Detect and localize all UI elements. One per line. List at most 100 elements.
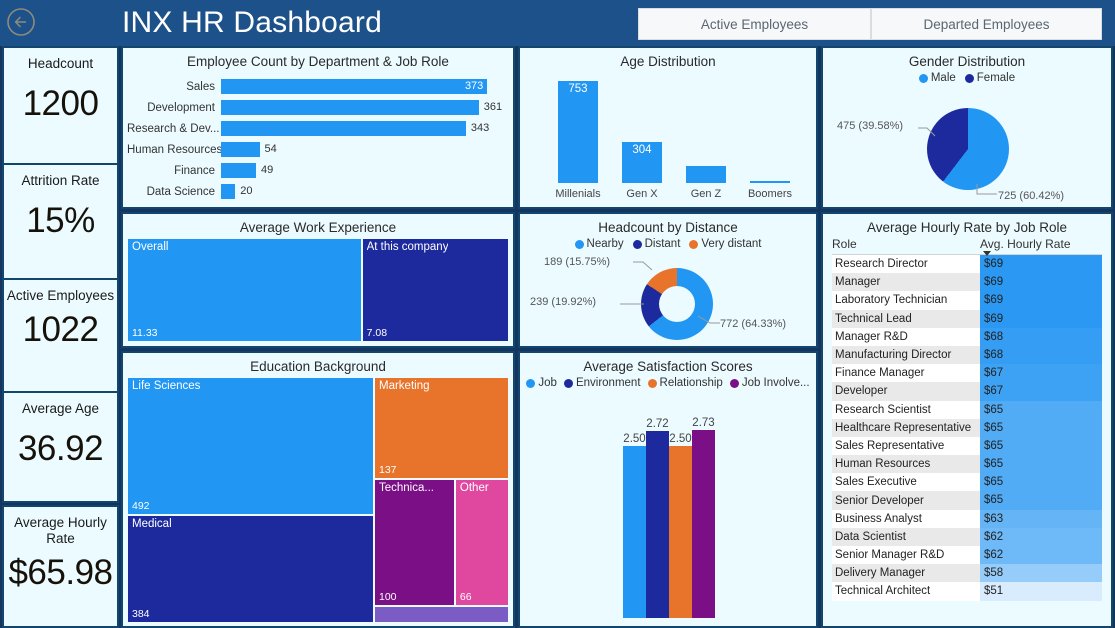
legend-item[interactable]: Job — [526, 377, 557, 389]
table-cell-rate: $65 — [980, 400, 1102, 419]
chart-average-satisfaction-scores: Average Satisfaction Scores Job Environme… — [518, 351, 818, 628]
bar-row[interactable]: Data Science 20 — [127, 182, 503, 201]
kpi-card-attrition-rate: Attrition Rate 15% — [2, 163, 119, 283]
page-title: INX HR Dashboard — [122, 6, 382, 39]
chart-title: Gender Distribution — [908, 54, 1026, 69]
table-row[interactable]: Manufacturing Director $68 — [832, 345, 1102, 365]
bar-group[interactable]: 2.72 — [646, 415, 669, 618]
table-cell-role: Human Resources — [835, 458, 931, 471]
treemap-tile[interactable]: At this company 7.08 — [362, 239, 508, 341]
bar-value-label: 2.72 — [646, 417, 669, 430]
table-cell-rate: $65 — [980, 455, 1102, 474]
table-row[interactable]: Finance Manager $67 — [832, 364, 1102, 383]
back-arrow-glyph — [7, 8, 35, 36]
bar-fill — [750, 181, 790, 183]
table-row[interactable]: Research Scientist $65 — [832, 400, 1102, 419]
bar-group[interactable]: 2.73 — [692, 415, 715, 618]
table-row[interactable]: Technical Architect $51 — [832, 582, 1102, 601]
table-row[interactable]: Senior Developer $65 — [832, 491, 1102, 510]
bar-row[interactable]: Development 361 — [127, 98, 503, 117]
table-cell-rate: $65 — [980, 473, 1102, 492]
table-cell-role: Manufacturing Director — [835, 349, 952, 362]
table-row[interactable]: Sales Executive $65 — [832, 473, 1102, 492]
bar-fill — [669, 445, 692, 618]
table-row[interactable]: Business Analyst $63 — [832, 509, 1102, 528]
table-cell-rate: $68 — [980, 327, 1102, 346]
legend-label: Job Involve... — [741, 377, 810, 389]
bar-value-label: 2.50 — [669, 432, 692, 445]
legend-item[interactable]: Male — [918, 72, 956, 84]
table-cell-rate: $65 — [980, 418, 1102, 437]
table-row[interactable]: Laboratory Technician $69 — [832, 291, 1102, 310]
treemap-tile-label: Overall — [132, 241, 169, 253]
table-row[interactable]: Research Director $69 — [832, 255, 1102, 274]
bar-group[interactable]: 2.50 — [623, 415, 646, 618]
bar-value-label: 2.73 — [692, 417, 715, 430]
treemap-tile[interactable] — [375, 607, 508, 622]
kpi-label: Average Hourly Rate — [14, 515, 107, 546]
table-row[interactable]: Healthcare Representative $65 — [832, 418, 1102, 437]
legend-item[interactable]: Job Involve... — [729, 377, 810, 389]
legend-item[interactable]: Distant — [632, 238, 680, 250]
table-cell-role: Research Director — [835, 258, 928, 271]
kpi-card-average-hourly-rate: Average Hourly Rate $65.98 — [2, 505, 119, 628]
treemap-tile[interactable]: Marketing 137 — [375, 378, 508, 478]
bar-category-label: Millenials — [555, 188, 601, 200]
chart-headcount-by-distance: Headcount by Distance Nearby Distant Very … — [518, 212, 818, 348]
legend-item[interactable]: Nearby — [574, 238, 624, 250]
table-cell-rate: $69 — [980, 309, 1102, 328]
table-row[interactable]: Technical Lead $69 — [832, 309, 1102, 328]
table-row[interactable]: Human Resources $65 — [832, 455, 1102, 474]
bar-group[interactable]: Boomers — [748, 76, 792, 200]
donut-callout-nearby: 772 (64.33%) — [720, 318, 787, 330]
tab-departed-employees[interactable]: Departed Employees — [871, 8, 1102, 40]
treemap-tile[interactable]: Technica... 100 — [375, 480, 454, 605]
legend-item[interactable]: Environment — [563, 377, 641, 389]
treemap-tile[interactable]: Overall 11.33 — [128, 239, 361, 341]
kpi-card-active-employees: Active Employees 1022 — [2, 278, 119, 398]
pie-callout-female: 475 (39.58%) — [837, 120, 904, 132]
bar-fill — [221, 100, 479, 115]
legend-swatch-icon — [729, 378, 739, 388]
legend-label: Nearby — [586, 238, 624, 250]
donut-slices — [641, 268, 713, 340]
treemap-tile-label: Medical — [132, 517, 172, 530]
bar-row[interactable]: Research & Dev... 343 — [127, 119, 503, 138]
bar-value-label: 343 — [470, 122, 490, 134]
bar-plot-area: 2.50 2.72 2.50 2.73 — [520, 415, 816, 618]
bar-row[interactable]: Sales 373 — [127, 77, 503, 96]
table-row[interactable]: Manager $69 — [832, 273, 1102, 292]
table-row[interactable]: Senior Manager R&D $62 — [832, 546, 1102, 565]
bar-track: 361 — [221, 100, 503, 115]
bar-group[interactable]: 2.50 — [669, 415, 692, 618]
bar-group[interactable]: Gen Z — [686, 76, 726, 200]
bar-track: 373 — [221, 79, 503, 94]
table-row[interactable]: Delivery Manager $58 — [832, 564, 1102, 583]
bar-group[interactable]: 304 Gen X — [622, 76, 662, 200]
bar-row[interactable]: Finance 49 — [127, 161, 503, 180]
tab-active-employees[interactable]: Active Employees — [638, 8, 871, 40]
column-header-role[interactable]: Role — [832, 237, 857, 251]
table-row[interactable]: Sales Representative $65 — [832, 436, 1102, 456]
legend-item[interactable]: Very distant — [689, 238, 761, 250]
table-row[interactable]: Manager R&D $68 — [832, 327, 1102, 346]
table-cell-role: Technical Architect — [835, 585, 931, 598]
legend-swatch-icon — [647, 378, 657, 388]
column-header-rate[interactable]: Avg. Hourly Rate — [980, 237, 1071, 251]
table-row[interactable]: Data Scientist $62 — [832, 527, 1102, 546]
treemap-tile-value: 7.08 — [366, 327, 388, 339]
back-arrow-icon[interactable] — [4, 5, 38, 39]
treemap-tile[interactable]: Life Sciences 492 — [128, 378, 373, 514]
kpi-label: Average Age — [21, 401, 100, 416]
table-row[interactable]: Developer $67 — [832, 382, 1102, 401]
legend-item[interactable]: Female — [964, 72, 1015, 84]
treemap-tile[interactable]: Medical 384 — [128, 515, 373, 622]
bar-row[interactable]: Human Resources 54 — [127, 140, 503, 159]
treemap-tile[interactable]: Other 66 — [455, 480, 508, 605]
bar-group[interactable]: 753 Millenials — [555, 76, 601, 200]
chart-legend: Job Environment Relationship Job Involve... — [520, 377, 816, 389]
bar-value-label: 49 — [260, 164, 274, 176]
sort-descending-icon[interactable] — [983, 251, 991, 256]
legend-item[interactable]: Relationship — [647, 377, 723, 389]
table-body[interactable]: Research Director $69 Manager $69 Laboratory… — [832, 254, 1102, 601]
